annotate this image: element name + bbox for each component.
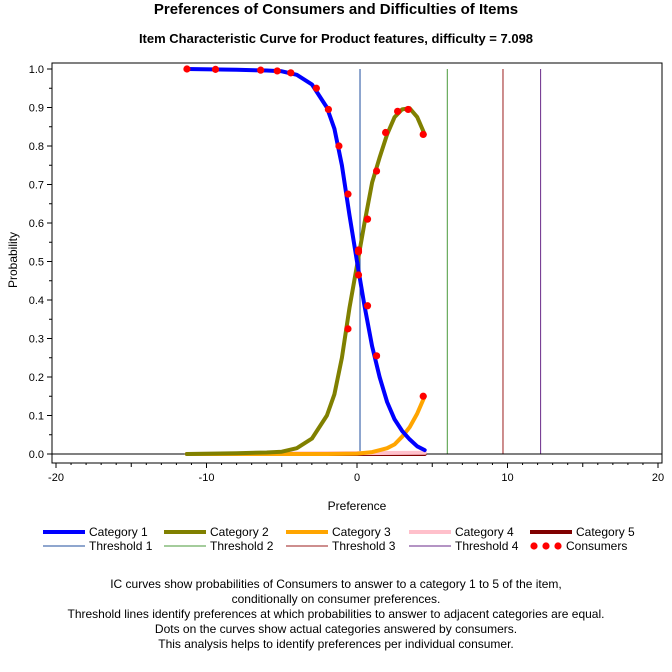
x-axis: -20 -10 0 10 20: [48, 463, 664, 484]
legend-label: Category 5: [576, 525, 635, 539]
threshold-lines: [52, 69, 662, 455]
consumer-dot: [394, 107, 402, 115]
y-tick-label: 0.4: [29, 295, 44, 307]
y-tick-label: 0.8: [29, 141, 44, 153]
consumer-dot: [257, 66, 265, 74]
consumer-dot: [363, 215, 372, 223]
y-tick-label: 0.0: [29, 449, 44, 461]
legend-label: Threshold 3: [332, 539, 396, 553]
note-line: Threshold lines identify preferences at …: [67, 607, 605, 621]
consumer-dot: [419, 130, 427, 139]
consumer-dot: [381, 128, 390, 137]
legend-swatch: [542, 542, 550, 550]
consumer-dot: [335, 142, 343, 150]
y-axis: 0.0 0.1 0.2 0.3 0.4 0.5 0.6 0.7 0.8 0.9 1.0: [29, 64, 52, 461]
consumer-dot: [404, 105, 412, 114]
consumer-dot: [372, 167, 381, 175]
legend: Category 1 Category 2 Category 3 Category 4…: [43, 525, 635, 553]
consumer-dot: [324, 105, 333, 114]
consumer-dot: [354, 271, 363, 279]
consumer-dot: [372, 352, 381, 360]
legend-swatch: [530, 542, 538, 550]
legend-label: Threshold 1: [89, 539, 153, 553]
legend-label: Threshold 2: [210, 539, 274, 553]
consumer-dot: [363, 302, 372, 310]
x-tick-label: 10: [501, 472, 513, 484]
consumer-dot: [419, 392, 427, 400]
y-tick-label: 0.3: [29, 334, 44, 346]
legend-label: Category 1: [89, 525, 148, 539]
note-line: Dots on the curves show actual categorie…: [154, 622, 518, 636]
legend-label: Category 4: [455, 525, 514, 539]
note-line: conditionally on consumer preferences.: [231, 592, 441, 606]
consumer-dots: [183, 65, 427, 400]
x-tick-label: 0: [354, 472, 360, 484]
chart-title: Preferences of Consumers and Difficultie…: [154, 1, 518, 18]
explanatory-notes: IC curves show probabilities of Consumer…: [0, 577, 672, 652]
y-tick-label: 0.7: [29, 180, 44, 192]
consumer-dot: [183, 65, 191, 73]
series-line: [184, 67, 427, 453]
y-tick-label: 1.0: [29, 64, 44, 76]
y-axis-label: Probability: [6, 232, 20, 288]
legend-label: Category 2: [210, 525, 269, 539]
x-tick-label: -20: [48, 472, 64, 484]
x-tick-label: -10: [199, 472, 215, 484]
legend-label: Threshold 4: [455, 539, 519, 553]
legend-label: Category 3: [332, 525, 391, 539]
chart-subtitle: Item Characteristic Curve for Product fe…: [139, 31, 533, 46]
note-line: This analysis helps to identify preferen…: [158, 637, 514, 651]
consumer-dot: [287, 69, 295, 77]
series-line: [184, 394, 427, 456]
x-tick-label: 20: [652, 472, 664, 484]
y-tick-label: 0.6: [29, 218, 44, 230]
y-tick-label: 0.9: [29, 103, 44, 115]
consumer-dot: [273, 67, 281, 75]
legend-label: Consumers: [566, 539, 627, 553]
consumer-dot: [312, 84, 320, 92]
consumer-dot: [211, 65, 220, 73]
y-tick-label: 0.2: [29, 372, 44, 384]
x-axis-label: Preference: [328, 499, 387, 513]
consumer-dot: [354, 248, 363, 256]
category-curves: [184, 67, 427, 456]
legend-swatch: [554, 542, 562, 550]
y-tick-label: 0.1: [29, 411, 44, 423]
note-line: IC curves show probabilities of Consumer…: [110, 577, 562, 591]
consumer-dot: [344, 190, 352, 198]
y-tick-label: 0.5: [29, 257, 44, 269]
consumer-dot: [344, 325, 352, 333]
